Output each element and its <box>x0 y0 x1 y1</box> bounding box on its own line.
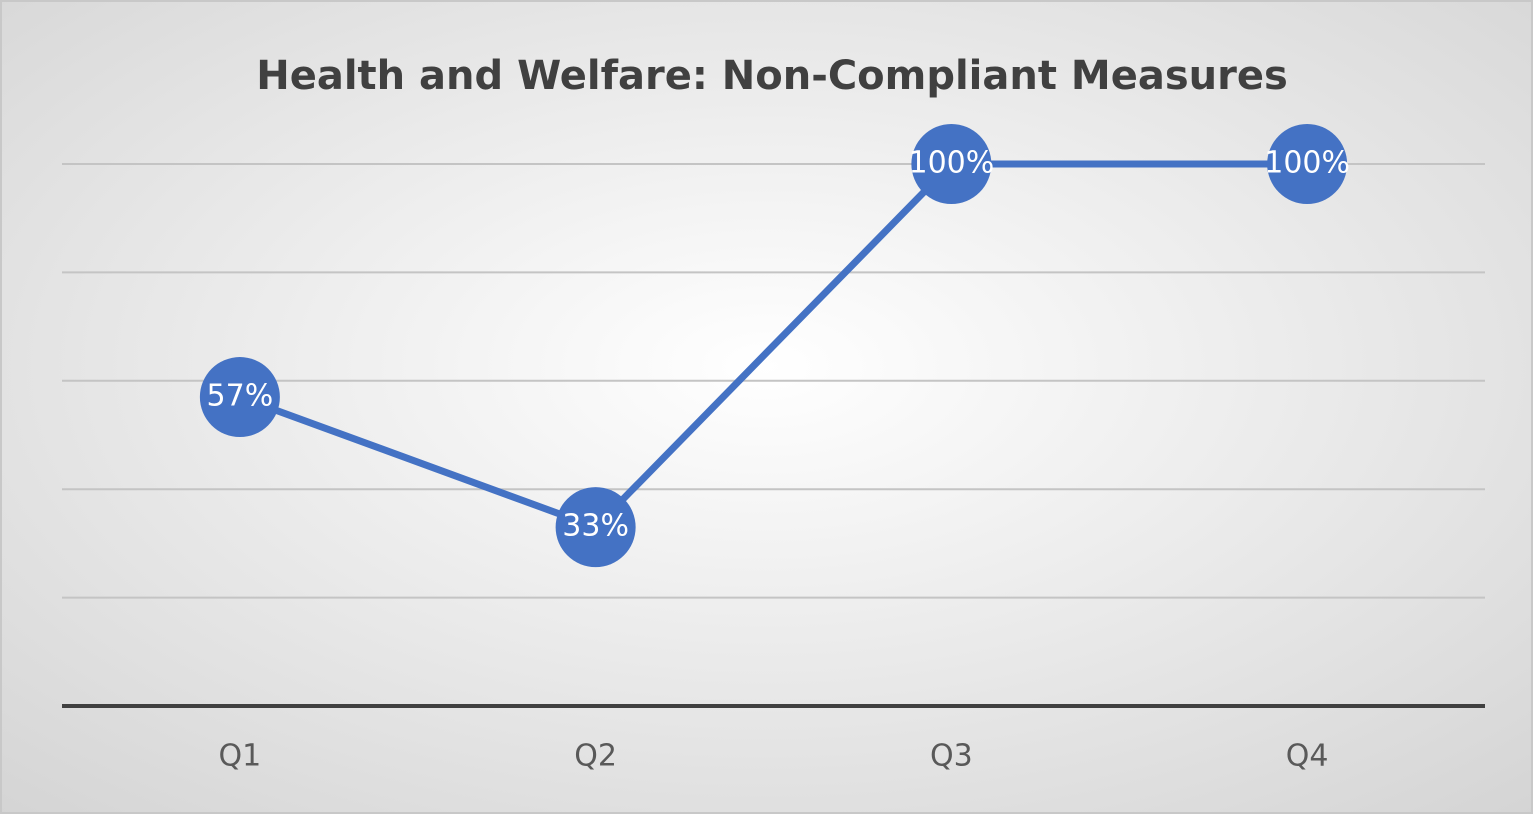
data-point <box>199 357 280 438</box>
line-series <box>238 160 1308 532</box>
data-point <box>911 124 992 204</box>
x-tick-label: Q2 <box>574 739 617 774</box>
x-tick-label: Q3 <box>930 739 973 774</box>
x-tick-label: Q1 <box>219 739 262 774</box>
data-point <box>1267 124 1348 204</box>
data-point <box>555 487 636 568</box>
x-tick-label: Q4 <box>1286 739 1329 774</box>
data-label: 100% <box>1264 146 1350 181</box>
data-label: 33% <box>562 509 629 544</box>
chart-title: Health and Welfare: Non-Compliant Measur… <box>256 53 1288 99</box>
data-label: 57% <box>207 379 274 414</box>
data-label: 100% <box>908 146 994 181</box>
